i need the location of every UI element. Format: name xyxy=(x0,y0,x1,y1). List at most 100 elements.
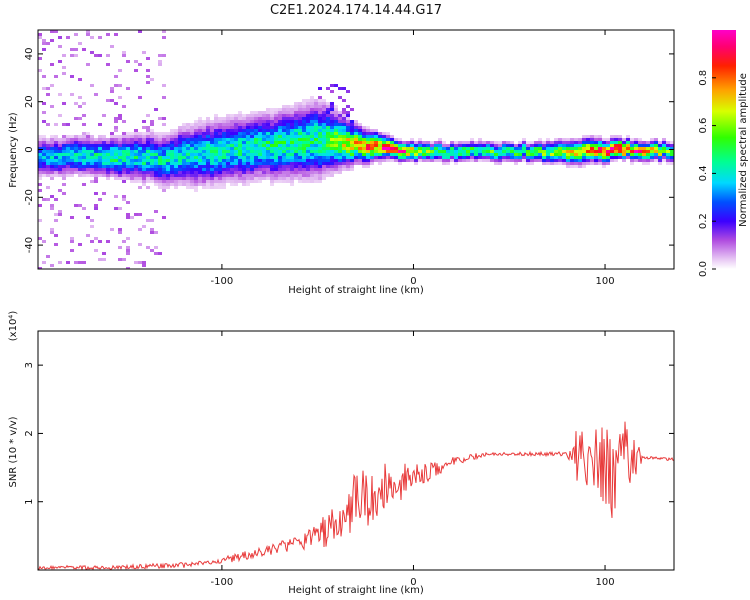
spectrogram-cell xyxy=(478,147,482,150)
spectrogram-cell xyxy=(294,132,298,135)
spectrogram-cell xyxy=(82,174,86,177)
spectrogram-cell xyxy=(38,153,42,156)
spectrogram-cell xyxy=(54,135,58,138)
spectrogram-cell xyxy=(122,141,126,144)
spectrogram-cell xyxy=(62,141,66,144)
spectrogram-cell xyxy=(98,162,102,165)
spectrogram-cell xyxy=(218,153,222,156)
spectrogram-cell xyxy=(138,159,142,162)
spectrogram-cell xyxy=(414,162,418,165)
spectrogram-cell xyxy=(182,162,186,165)
spectrogram-cell xyxy=(170,180,174,183)
spectrogram-cell xyxy=(198,156,202,159)
spectrogram-cell xyxy=(282,132,286,135)
spectrogram-cell xyxy=(86,141,90,144)
spectrogram-cell xyxy=(274,153,278,156)
spectrogram-cell xyxy=(610,150,614,153)
spectrogram-cell xyxy=(122,240,126,243)
spectrogram-cell xyxy=(258,144,262,147)
spectrogram-cell xyxy=(506,141,510,144)
spectrogram-cell xyxy=(290,105,294,108)
spectrogram-cell xyxy=(230,165,234,168)
spectrogram-cell xyxy=(42,261,46,264)
spectrogram-cell xyxy=(206,138,210,141)
spectrogram-cell xyxy=(162,183,166,186)
spectrogram-cell xyxy=(78,117,82,120)
spectrogram-cell xyxy=(478,150,482,153)
spectrogram-cell xyxy=(162,186,166,189)
spectrogram-cell xyxy=(190,153,194,156)
spectrogram-cell xyxy=(146,159,150,162)
spectrogram-cell xyxy=(290,114,294,117)
spectrogram-cell xyxy=(74,135,78,138)
spectrogram-cell xyxy=(110,90,114,93)
spectrogram-cell xyxy=(534,144,538,147)
spectrogram-cell xyxy=(130,153,134,156)
spectrogram-cell xyxy=(342,153,346,156)
spectrogram-cell xyxy=(222,147,226,150)
spectrogram-cell xyxy=(242,177,246,180)
spectrogram-cell xyxy=(322,114,326,117)
spectrogram-cell xyxy=(162,138,166,141)
spectrogram-cell xyxy=(230,171,234,174)
spectrogram-cell xyxy=(554,138,558,141)
spectrogram-cell xyxy=(50,171,54,174)
spectrogram-cell xyxy=(46,123,50,126)
spectrogram-cell xyxy=(338,162,342,165)
spectrogram-cell xyxy=(110,138,114,141)
spectrogram-cell xyxy=(242,123,246,126)
spectrogram-cell xyxy=(262,147,266,150)
spectrogram-cell xyxy=(282,120,286,123)
spectrogram-cell xyxy=(218,177,222,180)
spectrogram-cell xyxy=(242,162,246,165)
spectrogram-cell xyxy=(570,156,574,159)
spectrogram-cell xyxy=(294,111,298,114)
spectrogram-cell xyxy=(42,147,46,150)
spectrogram-cell xyxy=(242,129,246,132)
spectrogram-cell xyxy=(194,147,198,150)
spectrogram-cell xyxy=(202,135,206,138)
spectrogram-cell xyxy=(366,138,370,141)
spectrogram-cell xyxy=(254,171,258,174)
spectrogram-cell xyxy=(402,141,406,144)
spectrogram-cell xyxy=(326,114,330,117)
spectrogram-cell xyxy=(38,174,42,177)
spectrogram-cell xyxy=(470,147,474,150)
spectrogram-cell xyxy=(238,159,242,162)
spectrogram-cell xyxy=(278,159,282,162)
spectrogram-cell xyxy=(302,126,306,129)
spectrogram-cell xyxy=(466,156,470,159)
spectrogram-cell xyxy=(270,156,274,159)
spectrogram-cell xyxy=(550,153,554,156)
spectrogram-cell xyxy=(110,99,114,102)
spectrogram-cell xyxy=(70,147,74,150)
spectrogram-cell xyxy=(298,177,302,180)
spectrogram-cell xyxy=(62,102,66,105)
spectrogram-cell xyxy=(110,156,114,159)
spectrogram-cell xyxy=(138,138,142,141)
spectrogram-cell xyxy=(246,153,250,156)
spectrogram-x-axis-label: Height of straight line (km) xyxy=(288,285,424,296)
spectrogram-cell xyxy=(246,180,250,183)
spectrogram-cell xyxy=(266,123,270,126)
spectrogram-cell xyxy=(154,153,158,156)
spectrogram-cell xyxy=(538,153,542,156)
spectrogram-cell xyxy=(214,177,218,180)
spectrogram-cell xyxy=(274,117,278,120)
spectrogram-cell xyxy=(238,162,242,165)
spectrogram-cell xyxy=(306,102,310,105)
spectrogram-cell xyxy=(178,147,182,150)
spectrogram-cell xyxy=(554,150,558,153)
spectrogram-cell xyxy=(66,144,70,147)
spectrogram-cell xyxy=(386,144,390,147)
spectrogram-cell xyxy=(178,138,182,141)
spectrogram-cell xyxy=(210,132,214,135)
spectrogram-cell xyxy=(534,150,538,153)
spectrogram-cell xyxy=(254,150,258,153)
spectrogram-cell xyxy=(266,153,270,156)
spectrogram-cell xyxy=(154,168,158,171)
spectrogram-cell xyxy=(638,153,642,156)
spectrogram-cell xyxy=(582,138,586,141)
spectrogram-cell xyxy=(342,144,346,147)
